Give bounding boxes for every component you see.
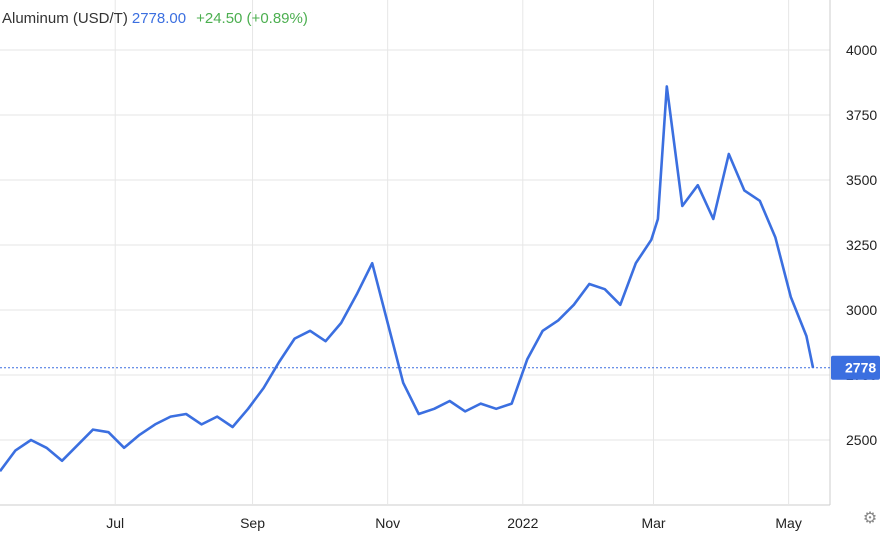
y-tick-label: 3750 (846, 107, 877, 123)
x-axis: Jul Sep Nov 2022 Mar May (106, 515, 802, 531)
instrument-price: 2778.00 (131, 10, 187, 27)
current-price-label: 2778 (831, 355, 880, 380)
y-tick-label: 2500 (846, 432, 877, 448)
chart-header: Aluminum (USD/T) 2778.00 +24.50 (+0.89%) (2, 10, 308, 27)
price-line (0, 85, 815, 472)
x-tick-label: 2022 (507, 515, 538, 531)
chart-grid (0, 0, 831, 506)
y-tick-label: 4000 (846, 42, 877, 58)
y-axis: 2500275030003250350037504000 (846, 42, 877, 448)
gear-icon[interactable]: ⚙ (862, 510, 878, 527)
current-price-value: 2778 (845, 360, 876, 376)
y-tick-label: 3000 (846, 302, 877, 318)
x-tick-label: May (775, 515, 801, 531)
x-tick-label: Mar (641, 515, 665, 531)
instrument-name: Aluminum (USD/T) (2, 10, 128, 27)
y-tick-label: 3250 (846, 237, 877, 253)
x-tick-label: Nov (375, 515, 400, 531)
x-tick-label: Sep (240, 515, 265, 531)
instrument-change: +24.50 (+0.89%) (196, 10, 308, 27)
x-tick-label: Jul (106, 515, 124, 531)
y-tick-label: 3500 (846, 172, 877, 188)
